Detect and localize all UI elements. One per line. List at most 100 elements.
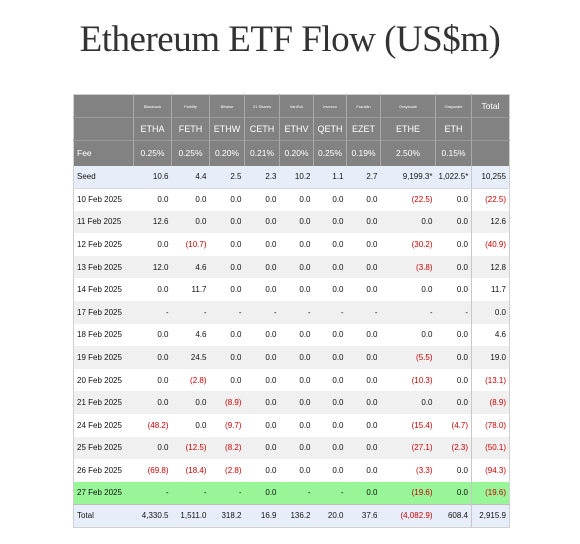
flow-value-cell: 0.0 — [366, 330, 378, 340]
row-date-cell: 17 Feb 2025 — [73, 301, 134, 324]
flow-value-cell: - — [279, 481, 314, 505]
issuer-header-cell: VanEck — [279, 94, 314, 118]
row-date-cell: 25 Feb 2025 — [73, 436, 134, 460]
row-date-cell: 24 Feb 2025 — [77, 420, 122, 430]
flow-value-cell: - — [346, 301, 381, 324]
row-total-cell: 2,915.9 — [471, 503, 510, 527]
issuer-header-row: Blackrock Fidelity Bitwise 21 Shares VanEck I… — [73, 94, 510, 118]
flow-value-cell: (4,082.9) — [380, 503, 436, 527]
issuer-header-cell: Grayscale — [380, 94, 436, 118]
flow-value-cell: 0.0 — [265, 420, 277, 430]
row-date-cell: 18 Feb 2025 — [77, 330, 122, 340]
flow-value-cell: - — [313, 301, 347, 324]
issuer-header-cell: Blackrock — [133, 94, 172, 118]
row-total-cell: (78.0) — [471, 414, 510, 437]
flow-value-cell: 0.0 — [171, 210, 210, 234]
table-row: 13 Feb 2025 12.0 4.6 0.0 0.0 0.0 0.0 0.0 (3.8) 0.… — [73, 255, 510, 279]
flow-value-cell: 0.0 — [456, 285, 468, 295]
seed-row: Seed 10.6 4.4 2.5 2.3 10.2 1.1 2.7 9,199.3* 1,022… — [73, 165, 510, 189]
flow-value-cell: - — [209, 301, 245, 324]
issuer-header-cell: Fidelity — [171, 94, 210, 118]
table-row: 11 Feb 2025 12.6 0.0 0.0 0.0 0.0 0.0 0.0 0.0 0.0 1… — [73, 210, 510, 234]
flow-value-cell: 0.0 — [332, 420, 344, 430]
flow-value-cell: - — [171, 481, 210, 505]
etf-flow-table: Blackrock Fidelity Bitwise 21 Shares VanEck I… — [73, 94, 510, 528]
flow-value-cell: 0.0 — [332, 240, 344, 250]
row-date-cell: 21 Feb 2025 — [73, 391, 134, 415]
flow-value-cell: 20.0 — [313, 503, 347, 527]
flow-value-cell: 0.0 — [380, 391, 436, 415]
flow-value-cell: 1,022.5* — [435, 165, 472, 189]
flow-value-cell: - — [244, 301, 280, 324]
flow-value-cell: - — [435, 301, 472, 324]
row-date-cell: 20 Feb 2025 — [77, 375, 122, 385]
table-row: 17 Feb 2025- - - - - - - - -0.0 — [73, 301, 510, 324]
fee-cell: 0.25% — [171, 140, 210, 166]
flow-value-cell: 0.0 — [332, 330, 344, 340]
flow-value-cell: 0.0 — [346, 436, 381, 460]
flow-value-cell: 0.0 — [244, 255, 280, 279]
flow-value-cell: 0.0 — [279, 391, 314, 415]
fee-cell: 2.50% — [380, 140, 436, 166]
fee-cell: 0.25% — [133, 140, 172, 166]
flow-value-cell: (22.5) — [411, 195, 433, 205]
header-blank-cell — [471, 117, 510, 141]
flow-value-cell: 0.0 — [313, 255, 347, 279]
row-total-cell: (22.5) — [471, 188, 510, 211]
flow-value-cell: 11.7 — [191, 285, 207, 295]
row-total-cell: (50.1) — [471, 436, 510, 460]
flow-value-cell: 0.0 — [209, 346, 245, 369]
flow-value-cell: 0.0 — [244, 346, 280, 369]
flow-value-cell: 0.0 — [230, 285, 242, 295]
ticker-header-cell: ETHA — [133, 117, 172, 141]
flow-value-cell: 0.0 — [299, 375, 311, 385]
flow-value-cell: 0.0 — [244, 436, 280, 460]
fee-label-cell: Fee — [73, 140, 134, 166]
flow-value-cell: (30.2) — [411, 240, 433, 250]
flow-value-cell: (8.9) — [209, 391, 245, 415]
flow-value-cell: 16.9 — [244, 503, 280, 527]
flow-value-cell: 136.2 — [279, 503, 314, 527]
flow-value-cell: 0.0 — [265, 285, 277, 295]
flow-value-cell: - — [133, 301, 172, 324]
total-row: Total 4,330.5 1,511.0 318.2 16.9 136.2 20.0 37.… — [73, 503, 510, 527]
flow-value-cell: (27.1) — [380, 436, 436, 460]
flow-value-cell: 608.4 — [435, 503, 472, 527]
flow-value-cell: 0.0 — [346, 346, 381, 369]
flow-value-cell: 0.0 — [346, 481, 381, 505]
flow-value-cell: 0.0 — [346, 391, 381, 415]
flow-value-cell: 0.0 — [332, 195, 344, 205]
row-date-cell: Total — [73, 503, 134, 527]
flow-value-cell: 0.0 — [435, 255, 472, 279]
flow-value-cell: (9.7) — [225, 420, 242, 430]
flow-value-cell: 0.0 — [366, 240, 378, 250]
row-total-cell: 12.8 — [471, 255, 510, 279]
table-row: 21 Feb 2025 0.0 0.0 (8.9) 0.0 0.0 0.0 0.0 0.0 0.0… — [73, 391, 510, 415]
row-total-cell: (40.9) — [471, 233, 510, 256]
flow-value-cell: (3.8) — [380, 255, 436, 279]
table-row: 24 Feb 2025 (48.2) 0.0 (9.7) 0.0 0.0 0.0 0.0 (15… — [74, 414, 510, 437]
flow-value-cell: 0.0 — [366, 285, 378, 295]
fee-cell: 0.20% — [209, 140, 245, 166]
flow-value-cell: 10.2 — [279, 165, 314, 189]
row-total-cell: 4.6 — [471, 323, 510, 347]
row-total-cell: (94.3) — [471, 459, 510, 482]
flow-value-cell: 4.6 — [195, 330, 207, 340]
flow-value-cell: (5.5) — [380, 346, 436, 369]
flow-value-cell: 0.0 — [265, 240, 277, 250]
flow-value-cell: (8.2) — [209, 436, 245, 460]
flow-value-cell: 0.0 — [279, 255, 314, 279]
table-row: 27 Feb 2025- - -0.0- -0.0 (19.6) 0.0 (19.6) — [73, 481, 510, 505]
flow-value-cell: 0.0 — [456, 240, 468, 250]
flow-value-cell: 0.0 — [313, 436, 347, 460]
row-total-cell: 19.0 — [471, 346, 510, 369]
issuer-header-cell: Franklin — [346, 94, 381, 118]
flow-value-cell: 4,330.5 — [133, 503, 172, 527]
flow-value-cell: 0.0 — [244, 391, 280, 415]
flow-value-cell: 0.0 — [332, 466, 344, 476]
row-total-cell: 12.6 — [471, 210, 510, 234]
flow-value-cell: 0.0 — [265, 330, 277, 340]
flow-value-cell: 10.6 — [133, 165, 172, 189]
table-row: 14 Feb 2025 0.0 11.7 0.0 0.0 0.0 0.0 0.0 0.0 0.0 1… — [74, 278, 510, 302]
fee-header-row: Fee 0.25% 0.25% 0.20% 0.21% 0.20% 0.25% 0.19% 2.… — [73, 140, 510, 166]
